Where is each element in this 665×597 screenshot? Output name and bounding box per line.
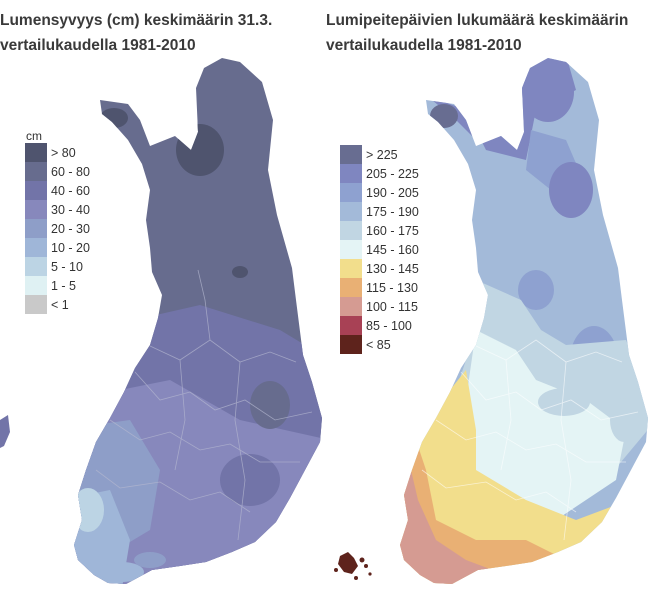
snow-cover-days-legend-swatch xyxy=(340,183,362,202)
snow-depth-legend-swatch xyxy=(25,257,47,276)
snow-depth-legend-swatch xyxy=(25,143,47,162)
snow-cover-days-legend-swatch xyxy=(340,240,362,259)
snow-depth-legend-item: 60 - 80 xyxy=(25,162,90,181)
snow-depth-legend-swatch xyxy=(25,295,47,314)
snow-cover-days-title: Lumipeitepäivien lukumäärä keskimäärin v… xyxy=(326,8,665,58)
snow-cover-days-legend-item: 160 - 175 xyxy=(340,221,419,240)
snow-cover-days-legend-swatch xyxy=(340,259,362,278)
snow-depth-legend-label: 60 - 80 xyxy=(51,164,90,179)
snow-cover-days-legend-label: 115 - 130 xyxy=(366,280,418,295)
aland-islands-shape xyxy=(334,552,372,580)
snow-depth-legend-item: < 1 xyxy=(25,295,90,314)
snow-cover-days-panel: Lumipeitepäivien lukumäärä keskimäärin v… xyxy=(326,0,665,597)
snow-depth-legend-label: 40 - 60 xyxy=(51,183,90,198)
snow-depth-panel: Lumensyvyys (cm) keskimäärin 31.3. verta… xyxy=(0,0,330,597)
snow-cover-days-title-line2: vertailukaudella 1981-2010 xyxy=(326,37,522,54)
snow-depth-legend-item: 30 - 40 xyxy=(25,200,90,219)
snow-depth-legend: cm > 80 60 - 80 40 - 60 30 - 40 20 - 30 10 - … xyxy=(25,129,90,314)
snow-cover-days-legend-swatch xyxy=(340,221,362,240)
snow-cover-days-legend-item: 175 - 190 xyxy=(340,202,419,221)
sweden-edge-shape xyxy=(0,415,10,448)
snow-cover-days-legend-label: 205 - 225 xyxy=(366,166,419,181)
snow-depth-legend-label: > 80 xyxy=(51,145,76,160)
snow-cover-days-legend-swatch xyxy=(340,278,362,297)
legend-unit: cm xyxy=(26,129,42,143)
snow-cover-days-legend-swatch xyxy=(340,145,362,164)
snow-cover-days-legend-item: < 85 xyxy=(340,335,419,354)
snow-cover-days-legend-item: 205 - 225 xyxy=(340,164,419,183)
snow-cover-days-legend-item: > 225 xyxy=(340,145,419,164)
snow-cover-days-legend: > 225 205 - 225 190 - 205 175 - 190 160 - 17… xyxy=(340,145,419,354)
snow-cover-days-legend-swatch xyxy=(340,316,362,335)
snow-depth-legend-label: 5 - 10 xyxy=(51,259,83,274)
snow-depth-legend-swatch xyxy=(25,276,47,295)
snow-cover-days-legend-label: < 85 xyxy=(366,337,391,352)
snow-cover-days-legend-item: 145 - 160 xyxy=(340,240,419,259)
snow-cover-days-legend-swatch xyxy=(340,164,362,183)
snow-cover-days-legend-item: 130 - 145 xyxy=(340,259,419,278)
snow-depth-legend-swatch xyxy=(25,200,47,219)
snow-cover-days-legend-item: 115 - 130 xyxy=(340,278,419,297)
snow-cover-days-legend-swatch xyxy=(340,202,362,221)
snow-depth-legend-item: 40 - 60 xyxy=(25,181,90,200)
snow-cover-days-legend-label: 100 - 115 xyxy=(366,299,418,314)
snow-depth-legend-swatch xyxy=(25,238,47,257)
snow-cover-days-map xyxy=(334,58,648,584)
snow-depth-legend-label: 30 - 40 xyxy=(51,202,90,217)
snow-cover-days-legend-swatch xyxy=(340,335,362,354)
snow-cover-days-legend-label: 160 - 175 xyxy=(366,223,419,238)
snow-depth-legend-item: > 80 xyxy=(25,143,90,162)
snow-depth-legend-item: 1 - 5 xyxy=(25,276,90,295)
snow-cover-days-legend-item: 190 - 205 xyxy=(340,183,419,202)
snow-cover-days-legend-label: 85 - 100 xyxy=(366,318,412,333)
snow-cover-days-legend-label: 190 - 205 xyxy=(366,185,419,200)
snow-cover-days-legend-swatch xyxy=(340,297,362,316)
snow-depth-legend-swatch xyxy=(25,162,47,181)
snow-cover-days-legend-item: 100 - 115 xyxy=(340,297,419,316)
snow-depth-title-line1: Lumensyvyys (cm) keskimäärin 31.3. xyxy=(0,12,273,29)
snow-depth-legend-label: 20 - 30 xyxy=(51,221,90,236)
snow-cover-days-legend-label: > 225 xyxy=(366,147,398,162)
snow-cover-days-title-line1: Lumipeitepäivien lukumäärä keskimäärin xyxy=(326,12,629,29)
snow-depth-legend-swatch xyxy=(25,181,47,200)
snow-depth-legend-item: 20 - 30 xyxy=(25,219,90,238)
snow-depth-title: Lumensyvyys (cm) keskimäärin 31.3. verta… xyxy=(0,8,330,58)
snow-depth-legend-swatch xyxy=(25,219,47,238)
snow-cover-days-legend-item: 85 - 100 xyxy=(340,316,419,335)
snow-cover-days-legend-label: 130 - 145 xyxy=(366,261,419,276)
snow-depth-map xyxy=(0,58,322,584)
snow-depth-legend-item: 5 - 10 xyxy=(25,257,90,276)
snow-cover-days-legend-label: 145 - 160 xyxy=(366,242,419,257)
snow-cover-days-legend-label: 175 - 190 xyxy=(366,204,419,219)
snow-depth-legend-label: 1 - 5 xyxy=(51,278,77,293)
snow-depth-legend-label: < 1 xyxy=(51,297,69,312)
snow-depth-title-line2: vertailukaudella 1981-2010 xyxy=(0,37,196,54)
snow-depth-legend-label: 10 - 20 xyxy=(51,240,90,255)
snow-depth-legend-item: 10 - 20 xyxy=(25,238,90,257)
